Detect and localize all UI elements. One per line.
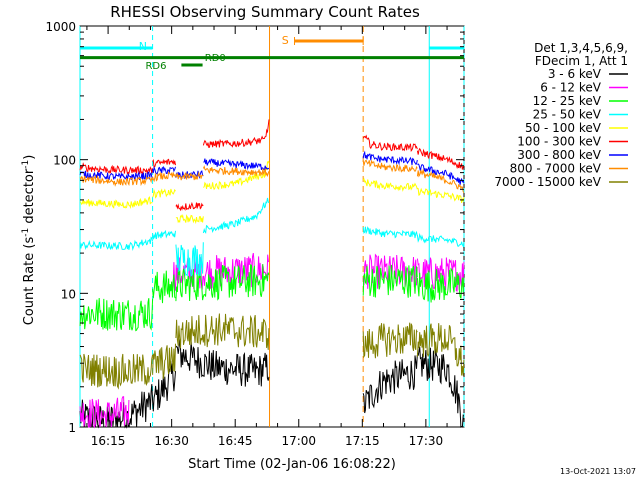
series-segment	[362, 354, 418, 414]
axes: 1 10 100 1000 16:15 16:30 16:45 17:00 17:15 17:30	[45, 20, 464, 448]
series-segment	[416, 323, 465, 376]
y-axis-label-mid: detector	[22, 168, 37, 228]
series-segment	[79, 174, 154, 187]
saa-label: S	[282, 34, 289, 47]
series-segment	[362, 264, 418, 298]
x-tick-label: 17:30	[409, 434, 444, 448]
series-12-25-kev	[79, 264, 465, 332]
series-segment	[175, 313, 270, 350]
legend-entry-label: 6 - 12 keV	[540, 81, 602, 95]
rd6-label: RD6	[145, 61, 166, 72]
series-segment	[79, 353, 154, 390]
y-axis-label-sup1: -1	[21, 228, 31, 237]
series-segment	[175, 213, 204, 225]
series-segment	[79, 162, 154, 176]
series-segment	[362, 150, 418, 166]
legend-entry-label: 12 - 25 keV	[533, 94, 602, 108]
legend-entry-label: 7000 - 15000 keV	[494, 175, 601, 189]
series-segment	[417, 163, 465, 185]
series-segment	[175, 339, 270, 387]
series-segment	[416, 232, 465, 248]
y-tick-label: 100	[53, 154, 76, 168]
legend-entry-label: 50 - 100 keV	[525, 121, 602, 135]
series-segment	[175, 171, 204, 181]
series-segment	[417, 187, 465, 204]
series-100-300-kev	[79, 119, 465, 212]
series-segment	[203, 158, 270, 171]
series-segment	[79, 396, 130, 429]
series-segment	[202, 119, 270, 149]
legend-entry-label: 25 - 50 keV	[533, 108, 602, 122]
rd0-label: RD0	[205, 53, 226, 64]
series-segment	[203, 160, 270, 191]
series-lines	[79, 119, 465, 429]
series-segment	[152, 165, 176, 175]
x-tick-label: 17:15	[345, 434, 380, 448]
legend-entry-label: 300 - 800 keV	[517, 148, 601, 162]
y-axis-label-sup2: -1	[21, 160, 31, 169]
x-axis-label: Start Time (02-Jan-06 16:08:22)	[188, 457, 396, 472]
y-axis-label: Count Rate (s-1 detector-1)	[21, 155, 37, 326]
series-segment	[202, 165, 270, 178]
series-segment	[152, 171, 176, 183]
series-50-100-kev	[79, 160, 465, 225]
series-segment	[79, 196, 153, 210]
y-axis-label-end: )	[22, 155, 37, 160]
legend-entry-label: 100 - 300 keV	[517, 135, 601, 149]
series-segment	[175, 201, 204, 212]
series-segment	[362, 159, 418, 173]
legend-entry-label: 800 - 7000 keV	[510, 162, 602, 176]
series-segment	[416, 267, 465, 303]
series-segment	[152, 229, 176, 240]
series-segment	[362, 322, 418, 359]
series-segment	[152, 158, 176, 169]
series-segment	[79, 297, 154, 332]
series-segment	[175, 242, 204, 277]
y-tick-label: 1000	[45, 20, 76, 34]
series-800-7000-kev	[79, 159, 465, 194]
x-tick-label: 17:00	[281, 434, 316, 448]
series-segment	[152, 188, 176, 199]
series-segment	[416, 147, 465, 170]
series-segment	[362, 177, 418, 192]
plot-timestamp: 13-Oct-2021 13:07	[560, 467, 636, 476]
series-25-50-kev	[79, 197, 465, 277]
y-axis-label-main: Count Rate (s	[22, 237, 37, 326]
y-tick-label: 1	[68, 421, 76, 435]
series-7000-15000-kev	[79, 313, 465, 390]
legend-header-line-2: FDecim 1, Att 1	[535, 54, 628, 68]
series-segment	[362, 134, 418, 152]
y-tick-label: 10	[61, 287, 76, 301]
legend-header-line-1: Det 1,3,4,5,6,9,	[534, 41, 628, 55]
series-segment	[152, 270, 176, 304]
series-3-6-kev	[79, 339, 465, 429]
x-tick-label: 16:45	[218, 434, 253, 448]
x-tick-label: 16:30	[154, 434, 189, 448]
series-segment	[79, 236, 154, 251]
series-segment	[416, 346, 465, 428]
chart-title: RHESSI Observing Summary Count Rates	[110, 3, 420, 21]
series-segment	[416, 168, 465, 194]
series-segment	[152, 343, 176, 379]
series-segment	[362, 226, 418, 239]
annotations: N S RD0 RD6	[79, 26, 465, 427]
series-segment	[202, 197, 270, 234]
night-label: N	[139, 40, 147, 53]
x-tick-label: 16:15	[91, 434, 126, 448]
legend-entry-label: 3 - 6 keV	[548, 67, 602, 81]
